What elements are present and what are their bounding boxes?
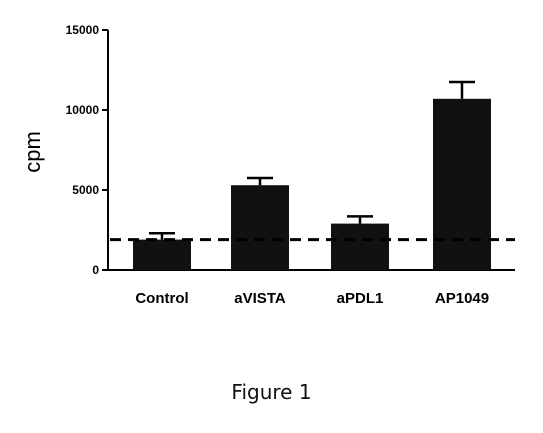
labels-group: 0 5000 10000 15000 Control aVISTA aPDL1 AP1049: [66, 23, 489, 307]
x-tick-label: AP1049: [435, 290, 489, 307]
y-tick-label: 0: [92, 263, 99, 277]
bar-control: [133, 239, 191, 270]
y-tick-label: 10000: [66, 103, 100, 117]
y-tick-label: 5000: [72, 183, 99, 197]
x-tick-label: aVISTA: [234, 290, 286, 307]
bar-ap1049: [433, 98, 491, 270]
bar-apdl1: [331, 223, 389, 270]
figure-caption: Figure 1: [231, 380, 312, 404]
y-tick-label: 15000: [66, 23, 100, 37]
bars-group: [133, 98, 491, 270]
bar-avista: [231, 185, 289, 270]
error-bars-group: [149, 80, 475, 240]
x-tick-label: aPDL1: [337, 290, 384, 307]
x-tick-label: Control: [135, 290, 188, 307]
y-axis-title: cpm: [20, 131, 45, 173]
